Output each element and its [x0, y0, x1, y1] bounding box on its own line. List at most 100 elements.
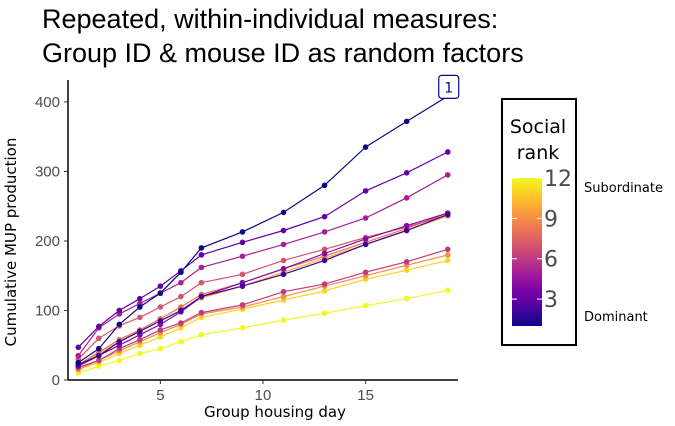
data-point	[137, 336, 143, 343]
x-axis-label: Group housing day	[204, 403, 346, 421]
series-lines	[77, 95, 449, 374]
data-point	[178, 269, 184, 276]
data-point	[280, 293, 287, 300]
data-point	[280, 227, 287, 234]
data-point	[157, 304, 164, 310]
annotation-label: 1	[438, 74, 460, 99]
data-point	[239, 271, 246, 278]
data-point	[444, 149, 451, 155]
data-point	[198, 293, 205, 300]
data-point	[321, 281, 328, 287]
data-point	[403, 170, 410, 176]
data-point	[178, 307, 184, 314]
annotation-box	[438, 74, 460, 99]
data-point	[444, 257, 451, 264]
data-point	[280, 271, 287, 278]
data-point	[137, 295, 143, 302]
x-tick-label: 10	[255, 387, 272, 404]
data-point	[116, 338, 123, 345]
data-point	[157, 318, 164, 324]
data-point	[280, 317, 287, 324]
plot-area: 0 100 200 300 400 5 10 15 1	[35, 74, 460, 404]
data-point	[280, 288, 287, 295]
colorbar	[512, 178, 542, 326]
data-point	[116, 357, 123, 364]
series-line-rank-11	[78, 259, 448, 371]
data-point	[280, 257, 287, 264]
data-point	[198, 245, 205, 251]
colorbar-tick-label: 6	[544, 248, 558, 273]
data-point	[403, 259, 410, 265]
data-point	[239, 302, 246, 308]
y-tick-label: 0	[52, 372, 60, 389]
legend-title-line1: Social	[510, 116, 566, 138]
legend-dominant-label: Dominant	[584, 310, 648, 325]
y-axis-label: Cumulative MUP production	[2, 138, 20, 347]
chart-title-line2: Group ID & mouse ID as random factors	[42, 38, 524, 68]
data-point	[95, 335, 102, 342]
data-point	[157, 345, 164, 352]
data-point	[178, 279, 184, 286]
data-point	[239, 325, 246, 331]
series-line-rank-10	[77, 215, 448, 367]
data-point	[362, 241, 369, 248]
data-point	[362, 215, 369, 221]
y-tick-label: 200	[35, 233, 60, 250]
data-point	[403, 222, 410, 229]
x-tick-label: 15	[357, 387, 374, 404]
data-point	[403, 118, 410, 125]
data-point	[157, 334, 164, 340]
series-line-rank-3	[77, 151, 448, 348]
data-point	[116, 321, 123, 328]
data-point	[198, 332, 205, 338]
series-line-rank-1	[77, 95, 449, 364]
data-point	[157, 290, 164, 296]
data-point	[444, 252, 451, 258]
data-point	[137, 350, 143, 357]
data-point	[321, 229, 328, 235]
data-point	[321, 213, 328, 220]
colorbar-tick-label: 9	[544, 207, 558, 232]
data-point	[321, 182, 328, 189]
data-point	[403, 227, 410, 234]
data-point	[157, 327, 164, 333]
data-point	[444, 172, 451, 178]
colorbar-tick-label: 3	[544, 288, 558, 313]
data-point	[95, 352, 102, 359]
data-point	[75, 352, 82, 359]
y-tick-label: 400	[35, 94, 60, 111]
data-point	[280, 241, 287, 248]
data-point	[321, 257, 328, 264]
data-point	[239, 229, 246, 235]
x-tick-label: 5	[156, 387, 164, 404]
data-point	[137, 304, 143, 310]
data-point	[280, 265, 287, 272]
chart-title: Repeated, within-individual measures: Gr…	[42, 2, 524, 70]
data-point	[198, 309, 205, 316]
data-point	[178, 320, 184, 326]
data-point	[116, 307, 123, 314]
data-point	[239, 239, 246, 246]
data-point	[95, 345, 102, 352]
y-tick-label: 300	[35, 163, 60, 180]
data-point	[362, 144, 369, 150]
data-point	[321, 288, 328, 294]
data-point	[75, 359, 82, 366]
colorbar-tick-label: 12	[544, 167, 572, 192]
data-point	[198, 264, 205, 271]
data-point	[280, 209, 287, 216]
data-point	[137, 314, 143, 321]
series-points	[75, 93, 451, 376]
data-point	[444, 211, 451, 218]
data-point	[321, 246, 328, 253]
data-point	[403, 267, 410, 273]
data-point	[403, 195, 410, 201]
chart-title-line1: Repeated, within-individual measures:	[42, 4, 499, 34]
data-point	[157, 283, 164, 289]
data-point	[362, 236, 369, 242]
data-point	[239, 253, 246, 260]
y-axis-ticks: 0 100 200 300 400	[35, 94, 68, 389]
data-point	[321, 250, 328, 257]
data-point	[198, 252, 205, 258]
